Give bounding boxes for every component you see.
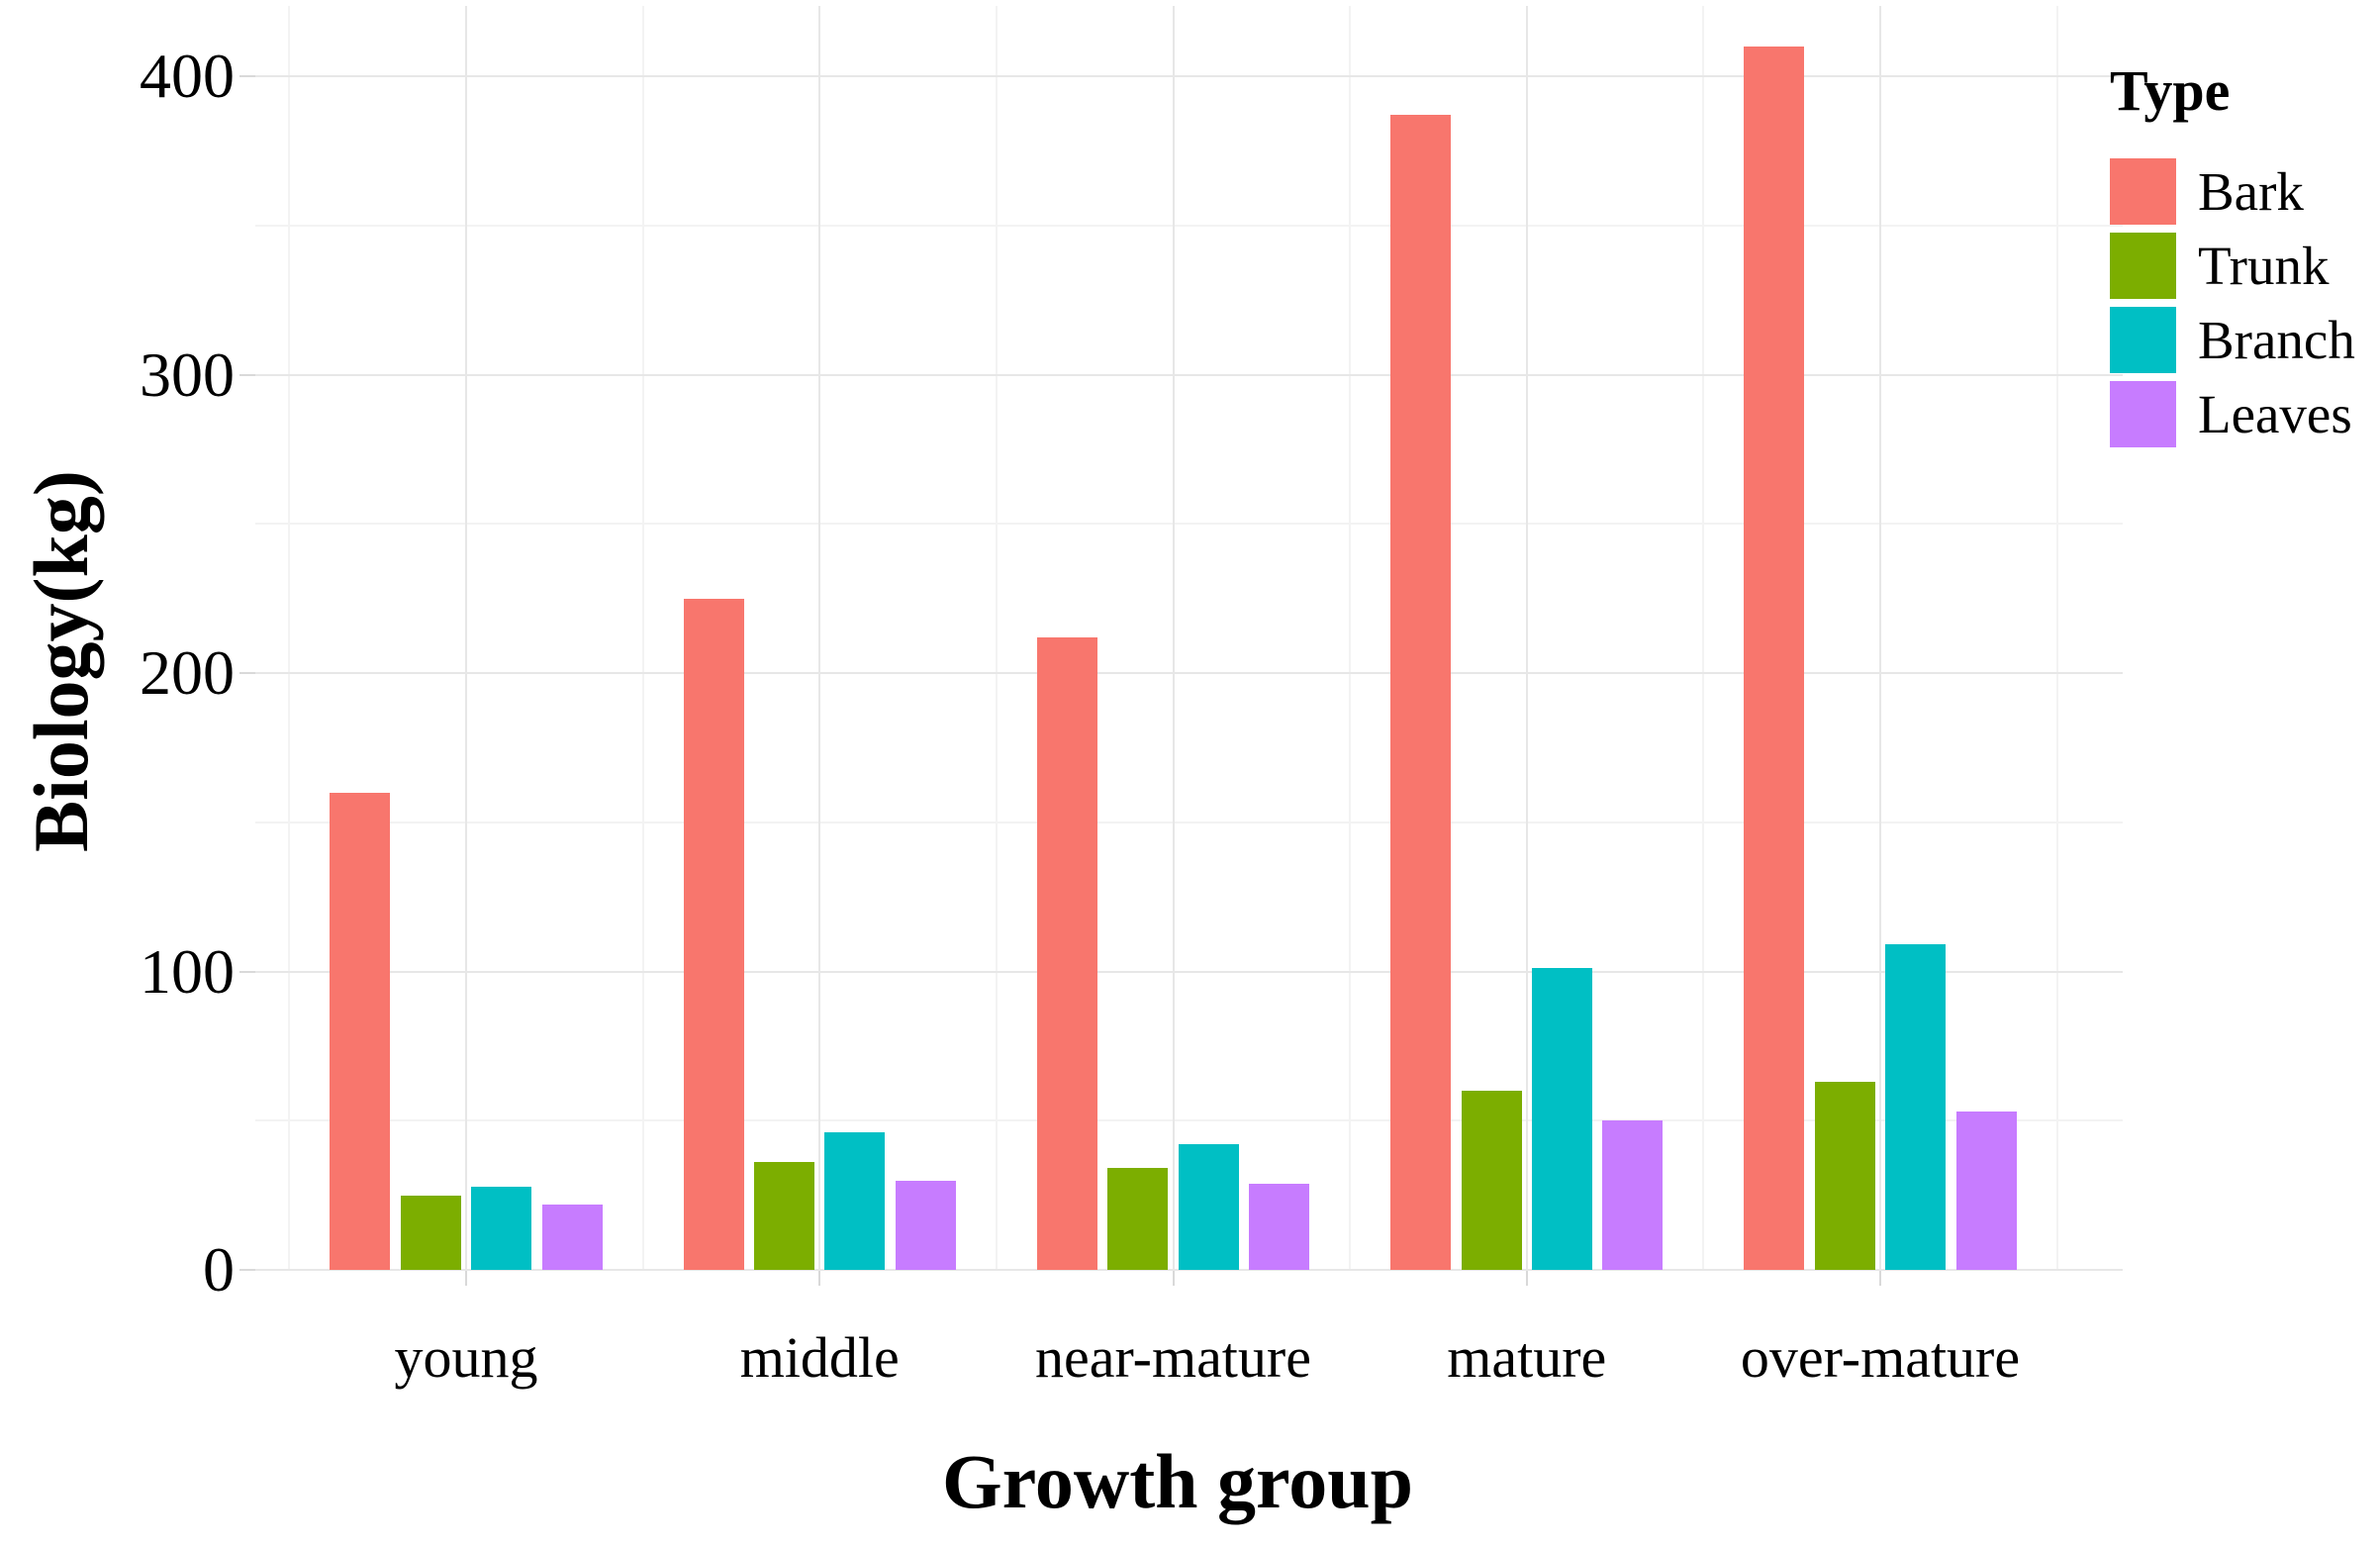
h-gridline-300 <box>255 373 2123 376</box>
minor-v-gridline-5 <box>2055 6 2058 1270</box>
y-tick-label-100: 100 <box>140 935 235 1007</box>
y-tick-0 <box>239 1269 255 1271</box>
legend-item-bark: Bark <box>2110 158 2304 225</box>
h-gridline-100 <box>255 970 2123 973</box>
bar-leaves-mature <box>1602 1120 1664 1270</box>
bar-leaves-near-mature <box>1249 1183 1310 1270</box>
x-tick-over-mature <box>1879 1270 1881 1286</box>
bar-bark-near-mature <box>1036 636 1097 1270</box>
v-gridline-mature <box>1525 6 1528 1270</box>
bar-bark-young <box>330 792 391 1270</box>
x-tick-label-mature: mature <box>1447 1325 1607 1390</box>
y-tick-100 <box>239 970 255 973</box>
x-tick-label-near-mature: near-mature <box>1035 1325 1311 1390</box>
y-tick-300 <box>239 373 255 376</box>
legend-swatch-branch <box>2110 307 2176 373</box>
bar-bark-middle <box>683 598 744 1270</box>
x-axis-baseline <box>255 1269 2123 1271</box>
bar-branch-mature <box>1531 968 1592 1270</box>
bar-branch-over-mature <box>1885 944 1947 1270</box>
minor-v-gridline-4 <box>1702 6 1705 1270</box>
legend-title: Type <box>2110 58 2231 123</box>
minor-v-gridline-3 <box>1349 6 1352 1270</box>
bar-trunk-near-mature <box>1107 1168 1169 1270</box>
legend-swatch-leaves <box>2110 381 2176 447</box>
x-tick-label-over-mature: over-mature <box>1740 1325 2021 1390</box>
bar-branch-young <box>471 1186 532 1270</box>
v-gridline-middle <box>818 6 821 1270</box>
bar-branch-middle <box>824 1132 886 1270</box>
minor-v-gridline-0 <box>288 6 291 1270</box>
bar-bark-mature <box>1390 115 1452 1270</box>
x-tick-young <box>465 1270 467 1286</box>
y-tick-label-300: 300 <box>140 339 235 410</box>
legend-label-leaves: Leaves <box>2198 384 2352 444</box>
h-gridline-200 <box>255 672 2123 674</box>
minor-h-gridline-250 <box>255 523 2123 526</box>
y-tick-200 <box>239 672 255 674</box>
bar-trunk-over-mature <box>1814 1082 1875 1270</box>
legend-item-branch: Branch <box>2110 307 2355 373</box>
minor-h-gridline-150 <box>255 821 2123 823</box>
minor-v-gridline-1 <box>641 6 644 1270</box>
v-gridline-near-mature <box>1172 6 1175 1270</box>
bar-branch-near-mature <box>1178 1144 1239 1270</box>
y-tick-label-400: 400 <box>140 41 235 111</box>
minor-v-gridline-2 <box>995 6 998 1270</box>
y-tick-400 <box>239 75 255 77</box>
bar-trunk-middle <box>754 1162 815 1270</box>
v-gridline-young <box>465 6 467 1270</box>
x-tick-mature <box>1525 1270 1528 1286</box>
x-tick-middle <box>818 1270 821 1286</box>
h-gridline-400 <box>255 75 2123 77</box>
legend-label-branch: Branch <box>2198 310 2355 370</box>
y-tick-label-0: 0 <box>203 1234 235 1305</box>
bar-leaves-young <box>541 1204 603 1270</box>
bar-trunk-young <box>400 1195 461 1270</box>
legend: Type <box>2108 57 2380 163</box>
x-axis-title: Growth group <box>941 1438 1414 1524</box>
v-gridline-over-mature <box>1879 6 1881 1270</box>
bar-bark-over-mature <box>1744 46 1805 1270</box>
bar-trunk-mature <box>1461 1091 1522 1270</box>
y-axis-title: Biology(kg) <box>18 470 104 852</box>
bar-leaves-over-mature <box>1955 1112 2017 1270</box>
minor-h-gridline-350 <box>255 224 2123 227</box>
legend-swatch-trunk <box>2110 233 2176 299</box>
x-tick-label-young: young <box>394 1325 538 1390</box>
legend-item-trunk: Trunk <box>2110 233 2329 299</box>
y-tick-label-200: 200 <box>140 637 235 708</box>
legend-item-leaves: Leaves <box>2110 381 2352 447</box>
x-tick-near-mature <box>1172 1270 1175 1286</box>
legend-label-bark: Bark <box>2198 161 2304 222</box>
x-tick-label-middle: middle <box>739 1325 900 1390</box>
legend-swatch-bark <box>2110 158 2176 225</box>
bar-leaves-middle <box>895 1180 956 1270</box>
legend-label-trunk: Trunk <box>2198 236 2330 296</box>
minor-h-gridline-50 <box>255 1119 2123 1122</box>
